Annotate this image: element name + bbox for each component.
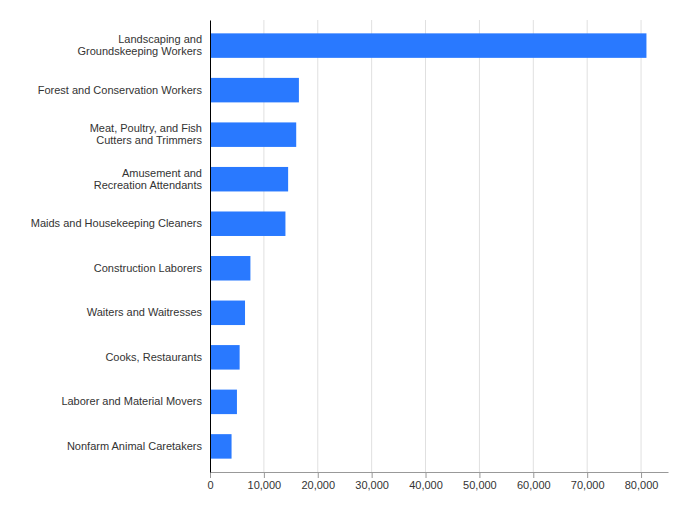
value-tick: 70,000 [571, 472, 605, 491]
bar [210, 78, 299, 102]
category-axis: Nonfarm Animal Caretakers Laborer and Mat… [31, 21, 211, 473]
grid-line [371, 20, 372, 472]
chart-container: 0 10,000 20,000 30,000 40,000 50,000 60,000 70,… [0, 0, 698, 512]
value-tick-mark [479, 472, 480, 478]
bar [210, 167, 288, 191]
value-tick-label: 80,000 [625, 479, 659, 491]
bar [210, 301, 245, 325]
category-tick: Forest and Conservation Workers [38, 84, 210, 96]
value-tick: 80,000 [625, 472, 659, 491]
value-tick: 50,000 [463, 472, 497, 491]
bar [210, 345, 240, 369]
value-tick: 60,000 [517, 472, 551, 491]
value-tick: 10,000 [248, 472, 282, 491]
category-label: Landscaping andGroundskeeping Workers [77, 33, 202, 57]
value-tick-mark [426, 472, 427, 478]
bar [210, 390, 237, 414]
category-tick: Landscaping andGroundskeeping Workers [77, 33, 210, 57]
value-tick: 20,000 [301, 472, 335, 491]
grid-line [317, 20, 318, 472]
category-tick: Nonfarm Animal Caretakers [67, 440, 210, 452]
grid-line [533, 20, 534, 472]
zero-line [210, 21, 211, 473]
category-label: Waiters and Waitresses [87, 306, 203, 318]
category-tick: Cooks, Restaurants [105, 351, 210, 363]
category-tick: Amusement andRecreation Attendants [94, 167, 210, 191]
value-tick-label: 50,000 [463, 479, 497, 491]
category-tick: Laborer and Material Movers [61, 395, 210, 407]
value-tick-mark [533, 472, 534, 478]
value-tick-label: 40,000 [409, 479, 443, 491]
bar [210, 256, 250, 280]
bar [210, 434, 232, 458]
value-tick: 40,000 [409, 472, 443, 491]
grid-line [479, 20, 480, 472]
value-tick: 30,000 [355, 472, 389, 491]
plot-area: 0 10,000 20,000 30,000 40,000 50,000 60,000 70,… [31, 20, 669, 491]
value-tick-label: 30,000 [355, 479, 389, 491]
value-tick-label: 70,000 [571, 479, 605, 491]
value-tick-mark [264, 472, 265, 478]
category-label: Cooks, Restaurants [105, 351, 202, 363]
bar [210, 211, 285, 235]
value-tick-label: 60,000 [517, 479, 551, 491]
grid [210, 20, 641, 472]
value-tick-mark [372, 472, 373, 478]
value-tick-mark [318, 472, 319, 478]
grid-line [425, 20, 426, 472]
category-tick: Meat, Poultry, and FishCutters and Trimm… [90, 122, 210, 146]
category-tick: Waiters and Waitresses [87, 306, 210, 318]
value-tick-mark [210, 472, 211, 478]
bar [210, 122, 296, 146]
chart-svg: 0 10,000 20,000 30,000 40,000 50,000 60,000 70,… [0, 0, 698, 512]
category-label: Laborer and Material Movers [61, 395, 202, 407]
category-tick: Maids and Housekeeping Cleaners [31, 217, 210, 229]
value-axis: 0 10,000 20,000 30,000 40,000 50,000 60,000 70,… [207, 472, 668, 491]
value-axis-line [211, 472, 669, 473]
value-tick-label: 0 [207, 479, 213, 491]
category-label: Amusement andRecreation Attendants [94, 167, 203, 191]
grid-line [587, 20, 588, 472]
bar [210, 33, 646, 57]
category-label: Forest and Conservation Workers [38, 84, 203, 96]
value-tick-label: 10,000 [248, 479, 282, 491]
value-tick-mark [641, 472, 642, 478]
category-label: Construction Laborers [94, 262, 203, 274]
category-label: Meat, Poultry, and FishCutters and Trimm… [90, 122, 203, 146]
value-tick-label: 20,000 [301, 479, 335, 491]
value-tick: 0 [207, 472, 213, 491]
category-tick: Construction Laborers [94, 262, 210, 274]
grid-line [210, 20, 211, 472]
category-label: Nonfarm Animal Caretakers [67, 440, 203, 452]
bars [210, 33, 646, 458]
value-tick-mark [587, 472, 588, 478]
grid-line [641, 20, 642, 472]
category-label: Maids and Housekeeping Cleaners [31, 217, 203, 229]
